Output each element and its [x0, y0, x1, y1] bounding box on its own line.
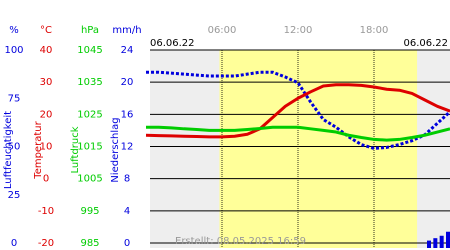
y-tick-label: 985: [80, 238, 99, 249]
y-tick-label: 1035: [77, 77, 102, 88]
y-tick-label: -20: [38, 238, 54, 249]
rain-bar: [446, 231, 450, 248]
y-tick-label: 30: [40, 77, 53, 88]
y-tick-label: 50: [8, 142, 21, 153]
y-tick-label: 995: [80, 206, 99, 217]
axis-unit: °C: [40, 25, 52, 36]
axis-unit: hPa: [81, 25, 99, 36]
y-tick-label: 40: [40, 45, 53, 56]
y-tick-label: 75: [8, 93, 21, 104]
y-tick-label: 4: [124, 206, 130, 217]
series-line: [145, 83, 450, 139]
y-tick-label: 1045: [77, 45, 102, 56]
x-tick-label: 06:00: [208, 25, 237, 36]
y-tick-label: 0: [11, 238, 17, 249]
y-tick-label: 8: [124, 174, 130, 185]
rain-bar: [433, 238, 438, 248]
humidity-dots: [146, 70, 450, 150]
y-tick-label: 16: [121, 109, 134, 120]
y-tick-label: 12: [121, 142, 134, 153]
y-tick-label: 1015: [77, 142, 102, 153]
y-tick-label: -10: [38, 206, 54, 217]
rain-bar: [427, 240, 431, 248]
date-start: 06.06.22: [150, 38, 195, 49]
axis-title: Temperatur: [33, 120, 44, 179]
y-tick-label: 24: [121, 45, 134, 56]
axis-unit: %: [9, 25, 19, 36]
date-end: 06.06.22: [403, 38, 448, 49]
y-tick-label: 1025: [77, 109, 102, 120]
y-tick-label: 20: [40, 109, 53, 120]
daylight: [219, 50, 418, 248]
axis-title: Luftdruck: [70, 126, 81, 173]
y-tick-label: 0: [124, 238, 130, 249]
rain-bar: [439, 235, 444, 248]
y-tick-label: 100: [4, 45, 23, 56]
axis-unit: mm/h: [112, 25, 141, 36]
y-tick-label: 10: [40, 142, 53, 153]
y-tick-label: 20: [121, 77, 134, 88]
x-tick-label: 18:00: [360, 25, 389, 36]
series-line: [146, 125, 450, 142]
axis-title: Luftfeuchtigkeit: [3, 111, 14, 189]
footer: Erstellt: 08.05.2025 16:59: [175, 236, 306, 247]
y-tick-label: 1005: [77, 174, 102, 185]
y-tick-label: 25: [8, 190, 21, 201]
y-tick-label: 0: [43, 174, 49, 185]
axis-title: Niederschlag: [110, 117, 121, 182]
x-tick-label: 12:00: [284, 25, 313, 36]
